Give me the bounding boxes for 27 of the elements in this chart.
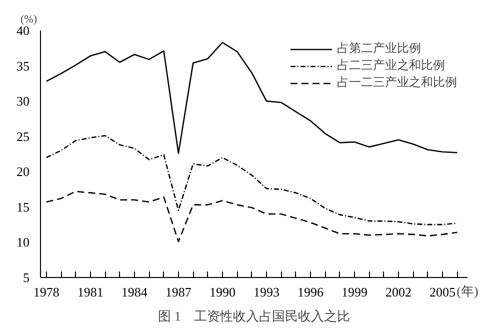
y-tick-label: 30 (16, 94, 30, 109)
y-tick-label: 25 (16, 128, 30, 144)
y-tick-label: 20 (16, 164, 30, 180)
x-tick-label: 2002 (386, 284, 412, 300)
x-tick-label: 1993 (253, 284, 280, 300)
y-axis-title: (%) (20, 14, 38, 26)
legend-label: 占二三产业之和比例 (337, 57, 445, 74)
line-series (46, 135, 458, 226)
legend-label: 占一二三产业之和比例 (337, 74, 457, 91)
legend-label: 占第二产业比例 (337, 40, 421, 57)
x-tick-label: 1981 (77, 284, 104, 300)
y-tick-label: 5 (23, 270, 30, 285)
x-tick-label: 1990 (209, 284, 236, 300)
text: 图 1 工资性收入占国民收入之比 (158, 308, 350, 324)
y-tick-label: 35 (16, 58, 30, 74)
line-series (46, 42, 458, 154)
y-tick-label: 10 (16, 234, 30, 250)
x-tick-label: 2005 (430, 284, 456, 300)
x-axis-title: (年) (456, 284, 478, 298)
x-tick-label: 1978 (33, 284, 60, 300)
y-tick-label: 15 (16, 199, 30, 214)
x-tick-label: 1996 (297, 284, 324, 300)
x-tick-label: 1987 (165, 284, 192, 300)
line-series (46, 190, 458, 242)
y-tick-label: 40 (16, 23, 30, 38)
x-tick-label: 1999 (342, 284, 368, 300)
x-tick-label: 1984 (121, 284, 148, 300)
